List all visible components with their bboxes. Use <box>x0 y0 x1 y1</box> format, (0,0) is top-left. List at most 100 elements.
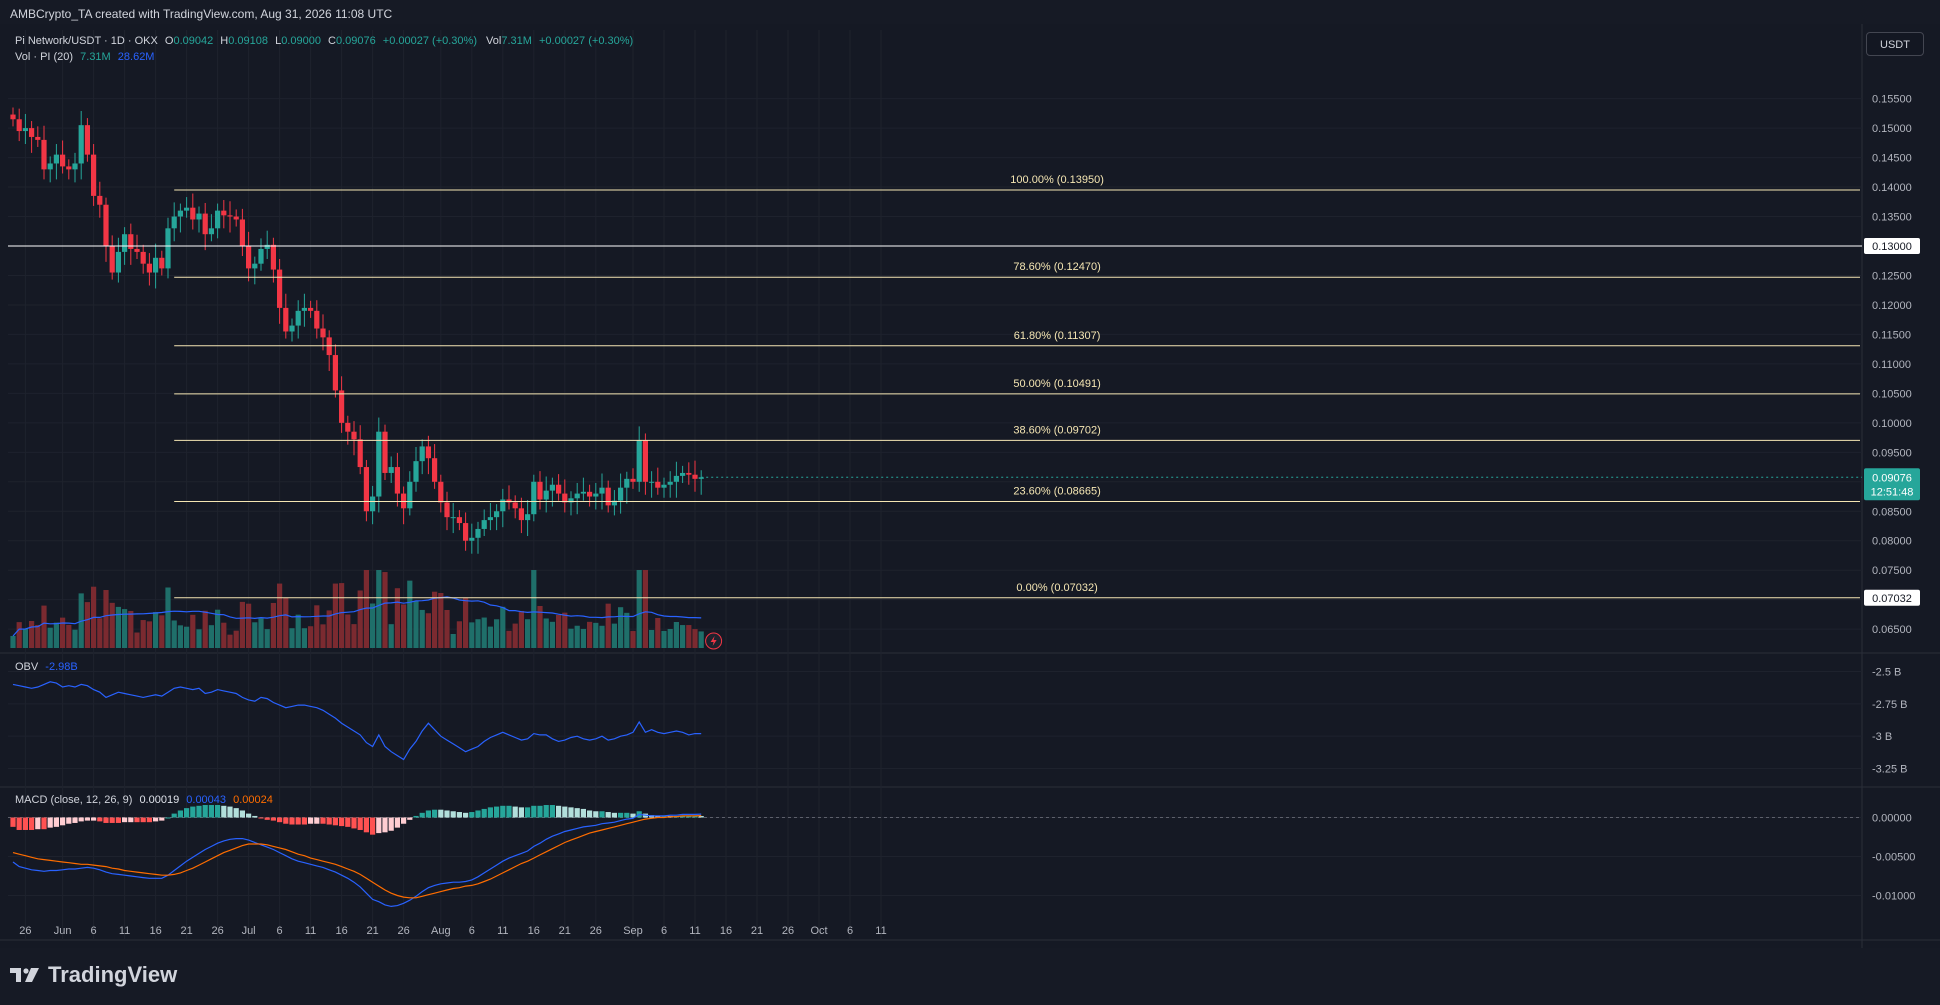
candle-body <box>91 154 97 196</box>
candle-body <box>401 493 407 509</box>
x-tick-label: 16 <box>149 925 161 937</box>
macd-histogram-bar <box>568 807 574 818</box>
macd-histogram-bar <box>618 812 624 818</box>
macd-histogram-bar <box>611 812 617 818</box>
x-tick-label: 26 <box>397 925 409 937</box>
macd-histogram-bar <box>543 805 549 818</box>
volume-bar <box>611 623 617 648</box>
y-tick-label: 0.07500 <box>1872 565 1912 577</box>
volume-bar <box>109 602 115 648</box>
candle-body <box>196 213 202 220</box>
candle-body <box>394 467 400 494</box>
vol-label: Vol <box>486 35 502 47</box>
candle-body <box>469 537 475 541</box>
volume-bar <box>698 631 704 648</box>
x-tick-label: Aug <box>431 925 451 937</box>
macd-legend: MACD (close, 12, 26, 9) 0.00019 0.00043 … <box>15 794 273 806</box>
macd-histogram-bar <box>246 813 252 818</box>
candle-body <box>308 307 314 311</box>
volume-indicator-label[interactable]: Vol · PI (20) <box>15 51 74 63</box>
volume-bar <box>128 610 134 648</box>
volume-bar <box>537 606 543 648</box>
macd-label[interactable]: MACD (close, 12, 26, 9) <box>15 794 133 806</box>
candle-body <box>264 244 270 249</box>
obv-label[interactable]: OBV <box>15 661 39 673</box>
volume-bar <box>115 606 121 648</box>
candle-body <box>29 128 35 137</box>
macd-histogram-bar <box>394 817 400 828</box>
y-tick-label: 0.14000 <box>1872 182 1912 194</box>
volume-bar <box>326 610 332 648</box>
volume-bar <box>134 632 140 648</box>
lightning-icon[interactable] <box>705 632 723 650</box>
candle-body <box>295 310 301 326</box>
volume-bar <box>72 629 78 648</box>
macd-histogram-bar <box>270 817 276 821</box>
y-tick-label: 0.11000 <box>1872 359 1911 371</box>
macd-histogram-bar <box>655 815 661 818</box>
volume-bar <box>10 636 16 648</box>
macd-histogram-bar <box>438 809 444 818</box>
currency-selector[interactable]: USDT <box>1866 32 1924 56</box>
candle-body <box>252 263 258 269</box>
volume-bar <box>562 612 568 648</box>
macd-histogram-bar <box>35 817 41 830</box>
price-badge <box>1864 589 1920 606</box>
volume-bar <box>103 590 109 648</box>
tradingview-logo[interactable]: TradingView <box>10 962 177 988</box>
x-tick-label: 11 <box>689 925 700 937</box>
candle-body <box>78 125 84 164</box>
candle-body <box>184 207 190 211</box>
symbol-title[interactable]: Pi Network/USDT · 1D · OKX <box>15 35 158 47</box>
candle-body <box>109 246 115 273</box>
x-tick-label: 11 <box>305 925 316 937</box>
volume-bar <box>215 609 221 648</box>
volume-bar <box>655 618 661 648</box>
volume-bar <box>463 597 469 648</box>
macd-histogram-bar <box>289 817 295 825</box>
macd-histogram-bar <box>47 817 53 828</box>
macd-histogram-bar <box>425 810 431 818</box>
volume-bar <box>357 590 363 648</box>
macd-histogram-bar <box>295 817 301 825</box>
volume-bar <box>233 630 239 648</box>
volume-bar <box>605 603 611 648</box>
x-tick-label: 11 <box>119 925 130 937</box>
macd-histogram-bar <box>202 805 208 818</box>
candle-body <box>357 439 363 468</box>
macd-histogram-bar <box>518 807 524 818</box>
candle-body <box>165 228 171 269</box>
candle-body <box>270 244 276 270</box>
obv-tick-label: -2.75 B <box>1872 699 1907 711</box>
macd-histogram-bar <box>16 817 22 830</box>
candle-body <box>605 487 611 506</box>
macd-histogram-bar <box>159 817 165 821</box>
last-price-badge <box>1864 468 1920 501</box>
volume-bar <box>642 570 648 648</box>
macd-histogram-bar <box>339 817 345 827</box>
candle-body <box>413 461 419 482</box>
y-tick-label: 0.15500 <box>1872 94 1912 106</box>
x-tick-label: 21 <box>180 925 192 937</box>
candle-body <box>159 257 165 269</box>
y-tick-label: 0.06500 <box>1872 624 1912 636</box>
vol-value: 7.31M <box>501 35 532 47</box>
candle-body <box>351 431 357 440</box>
candle-body <box>221 210 227 216</box>
macd-histogram-bar <box>680 815 686 818</box>
volume-bar <box>450 634 456 648</box>
macd-histogram-bar <box>239 810 245 818</box>
macd-histogram-bar <box>41 817 47 830</box>
volume-bar <box>593 622 599 648</box>
volume-bar <box>469 622 475 648</box>
price-badge-text: 0.13000 <box>1872 241 1912 253</box>
macd-histogram-bar <box>500 805 506 818</box>
macd-histogram-bar <box>506 805 512 818</box>
candle-body <box>66 166 72 170</box>
candle-body <box>202 213 208 235</box>
macd-histogram-bar <box>450 811 456 818</box>
macd-histogram-bar <box>264 817 270 820</box>
macd-histogram-bar <box>165 817 171 819</box>
volume-bar <box>301 628 307 648</box>
